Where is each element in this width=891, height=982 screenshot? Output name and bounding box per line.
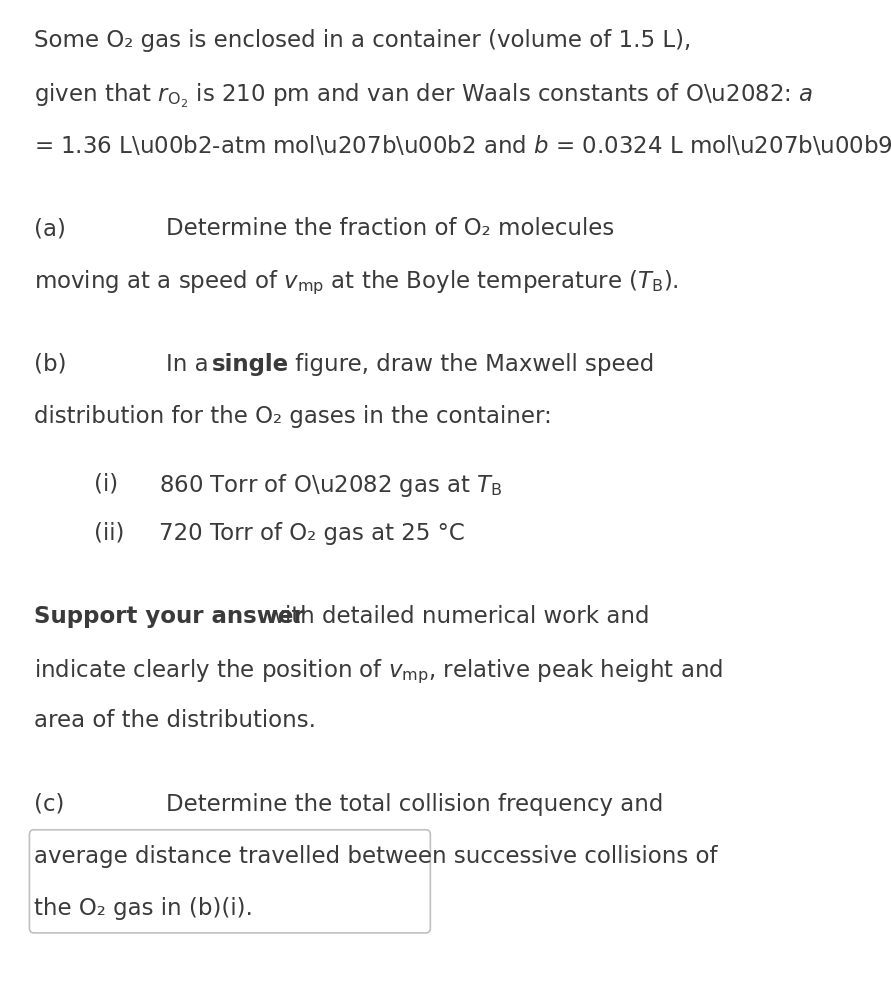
Text: Some O₂ gas is enclosed in a container (volume of 1.5 L),: Some O₂ gas is enclosed in a container (… (34, 29, 691, 52)
Text: = 1.36 L\u00b2-atm mol\u207b\u00b2 and $b$ = 0.0324 L mol\u207b\u00b9.: = 1.36 L\u00b2-atm mol\u207b\u00b2 and $… (34, 134, 891, 157)
Text: figure, draw the Maxwell speed: figure, draw the Maxwell speed (288, 353, 654, 375)
Text: Determine the fraction of O₂ molecules: Determine the fraction of O₂ molecules (166, 217, 614, 240)
Text: distribution for the O₂ gases in the container:: distribution for the O₂ gases in the con… (34, 405, 552, 427)
Text: Support your answer: Support your answer (34, 605, 305, 628)
Text: moving at a speed of $v_{\mathregular{mp}}$ at the Boyle temperature ($T_{\mathr: moving at a speed of $v_{\mathregular{mp… (34, 269, 679, 298)
Text: given that $r_{\mathregular{O_2}}$ is 210 pm and van der Waals constants of O\u2: given that $r_{\mathregular{O_2}}$ is 21… (34, 82, 813, 110)
FancyBboxPatch shape (29, 830, 430, 933)
Text: area of the distributions.: area of the distributions. (34, 709, 315, 733)
Text: single: single (212, 353, 290, 375)
Text: (ii): (ii) (94, 521, 125, 545)
Text: (c): (c) (34, 792, 64, 816)
Text: average distance travelled between successive collisions of: average distance travelled between succe… (34, 845, 717, 868)
Text: Determine the total collision frequency and: Determine the total collision frequency … (166, 792, 663, 816)
Text: indicate clearly the position of $v_{\mathregular{mp}}$, relative peak height an: indicate clearly the position of $v_{\ma… (34, 657, 723, 685)
Text: the O₂ gas in (b)(i).: the O₂ gas in (b)(i). (34, 897, 253, 920)
Text: (i): (i) (94, 472, 119, 495)
Text: 720 Torr of O₂ gas at 25 °C: 720 Torr of O₂ gas at 25 °C (159, 521, 464, 545)
Text: In a: In a (166, 353, 216, 375)
Text: (a): (a) (34, 217, 66, 240)
Text: (b): (b) (34, 353, 66, 375)
Text: with detailed numerical work and: with detailed numerical work and (259, 605, 650, 628)
Text: 860 Torr of O\u2082 gas at $T_{\mathregular{B}}$: 860 Torr of O\u2082 gas at $T_{\mathregu… (159, 472, 503, 499)
